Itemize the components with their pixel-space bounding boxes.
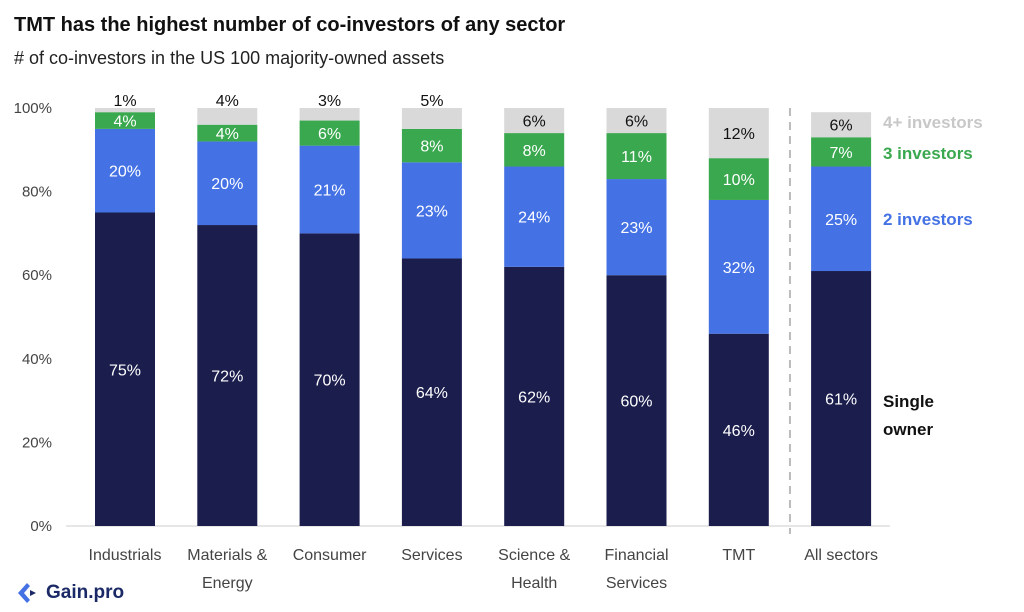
bar-segment-two_investors [95, 128, 155, 213]
legend-entry-four_plus_investors: 4+ investors [883, 113, 983, 132]
bar-segment-four_plus_investors [606, 108, 667, 134]
bar-segment-three_investors [401, 128, 462, 163]
data-label-three_investors: 6% [318, 126, 341, 143]
data-label-three_investors: 11% [621, 149, 652, 166]
legend-entry-three_investors: 3 investors [883, 144, 973, 163]
x-category-label: Financial Services [604, 547, 668, 592]
data-label-single_owner: 61% [825, 392, 857, 409]
data-label-single_owner: 64% [416, 385, 448, 402]
data-label-three_investors: 7% [830, 145, 853, 162]
bar-segment-single_owner [197, 225, 258, 527]
bar-segment-four_plus_investors [197, 108, 258, 125]
x-category-label: Materials & Energy [187, 547, 267, 592]
bar-segment-single_owner [95, 212, 155, 526]
y-tick-label: 100% [14, 100, 52, 117]
data-label-single_owner: 60% [620, 394, 652, 411]
bar-segment-two_investors [708, 199, 769, 334]
data-label-two_investors: 20% [211, 176, 243, 193]
data-label-two_investors: 24% [518, 210, 550, 227]
data-label-two_investors: 32% [723, 260, 755, 277]
data-label-four_plus_investors: 5% [420, 93, 443, 110]
bar-segment-three_investors [299, 120, 360, 146]
x-category-label: Science & Health [498, 547, 570, 592]
x-category-label: Industrials [89, 547, 162, 564]
bar-segment-four_plus_investors [504, 108, 565, 134]
data-label-two_investors: 23% [416, 203, 448, 220]
data-label-three_investors: 4% [216, 126, 239, 143]
x-category-label: Consumer [293, 547, 367, 564]
data-label-two_investors: 21% [314, 183, 346, 200]
brand-name: Gain.pro [46, 582, 125, 603]
data-label-three_investors: 8% [420, 139, 443, 156]
bar-segment-three_investors [708, 158, 769, 200]
brand-logo: Gain.pro [14, 580, 124, 606]
bar-segment-two_investors [606, 179, 667, 276]
data-label-four_plus_investors: 4% [216, 93, 239, 110]
bar-segment-two_investors [299, 145, 360, 234]
data-label-single_owner: 72% [211, 369, 243, 386]
legend-entry-two_investors: 2 investors [883, 210, 973, 229]
data-label-four_plus_investors: 3% [318, 93, 341, 110]
data-label-three_investors: 4% [113, 114, 136, 131]
y-tick-label: 0% [30, 518, 52, 535]
data-label-four_plus_investors: 6% [830, 118, 853, 135]
bar-segment-three_investors [504, 133, 565, 167]
x-category-label: Services [401, 547, 462, 564]
bar-segment-single_owner [299, 233, 360, 526]
data-label-four_plus_investors: 6% [625, 114, 648, 131]
bar-segment-single_owner [504, 266, 565, 526]
bar-segment-single_owner [606, 275, 667, 526]
chart-subtitle: # of co-investors in the US 100 majority… [14, 48, 445, 68]
chart-title: TMT has the highest number of co-investo… [14, 14, 566, 36]
data-label-single_owner: 46% [723, 423, 755, 440]
bar-segment-two_investors [197, 141, 258, 226]
data-label-four_plus_investors: 12% [723, 126, 755, 143]
bar-segment-four_plus_investors [95, 108, 155, 113]
data-label-two_investors: 25% [825, 212, 857, 229]
data-label-three_investors: 10% [723, 172, 755, 189]
data-label-three_investors: 8% [523, 143, 546, 160]
y-tick-label: 60% [22, 267, 52, 284]
data-label-four_plus_investors: 1% [113, 93, 136, 110]
bar-segment-two_investors [811, 166, 872, 272]
bar-segment-single_owner [401, 258, 462, 526]
bar-segment-single_owner [708, 333, 769, 526]
y-tick-label: 40% [22, 351, 52, 368]
bar-segment-three_investors [811, 137, 872, 167]
y-tick-label: 80% [22, 184, 52, 201]
gain-pro-logo-icon [18, 583, 36, 603]
bar-segment-four_plus_investors [708, 108, 769, 159]
bar-segment-four_plus_investors [299, 108, 360, 121]
y-tick-label: 20% [22, 434, 52, 451]
bar-segment-two_investors [504, 166, 565, 267]
data-label-single_owner: 75% [109, 362, 141, 379]
data-label-four_plus_investors: 6% [523, 114, 546, 131]
bar-segment-two_investors [401, 162, 462, 259]
bar-segment-three_investors [197, 124, 258, 142]
bar-segment-four_plus_investors [811, 112, 872, 138]
legend-entry-single_owner: Single owner [883, 392, 934, 439]
data-label-single_owner: 62% [518, 389, 550, 406]
bar-segment-single_owner [811, 271, 872, 526]
data-label-two_investors: 23% [620, 220, 652, 237]
bar-segment-four_plus_investors [401, 108, 462, 129]
data-label-two_investors: 20% [109, 164, 141, 181]
bar-segment-three_investors [95, 112, 155, 129]
x-category-label: TMT [722, 547, 755, 564]
x-category-label: All sectors [804, 547, 878, 564]
data-label-single_owner: 70% [314, 373, 346, 390]
bar-segment-three_investors [606, 133, 667, 180]
